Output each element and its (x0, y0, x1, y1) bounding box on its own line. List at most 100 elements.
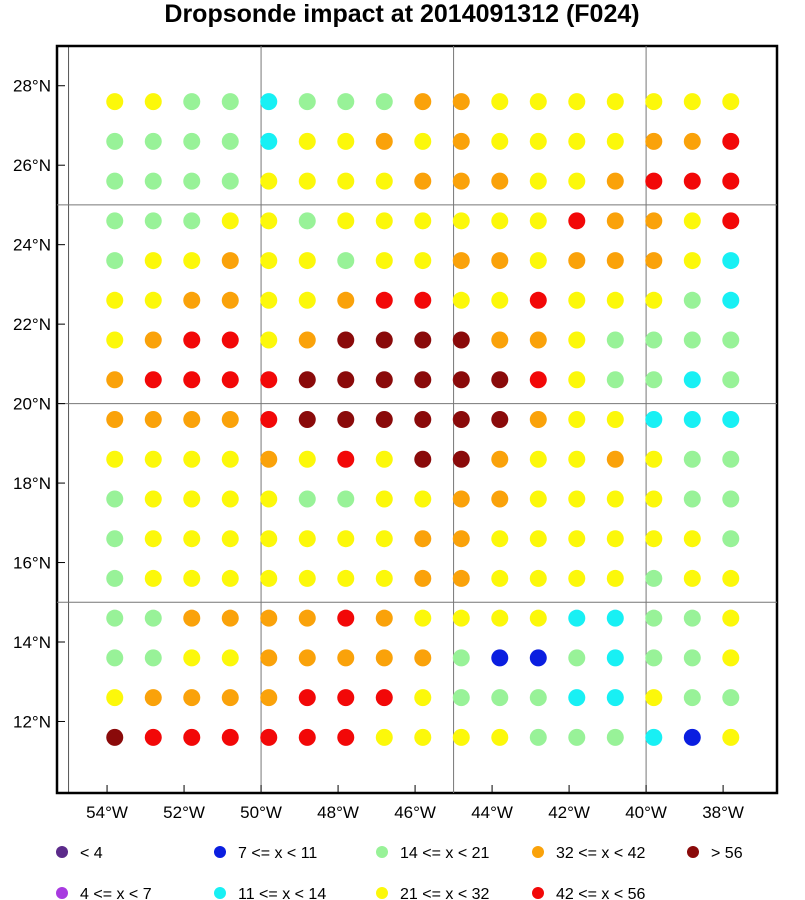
impact-point (183, 569, 201, 587)
impact-point (144, 132, 162, 150)
impact-point (722, 569, 740, 587)
impact-point (144, 490, 162, 508)
impact-point (375, 172, 393, 190)
impact-points (106, 93, 740, 746)
impact-point (221, 490, 239, 508)
impact-point (683, 132, 701, 150)
impact-point (452, 411, 470, 428)
impact-point (491, 93, 509, 111)
legend-swatch (376, 887, 388, 899)
impact-point (414, 689, 432, 707)
impact-point (144, 450, 162, 468)
impact-point (683, 172, 701, 190)
impact-point (375, 689, 393, 707)
legend-swatch (532, 887, 544, 899)
impact-point (683, 728, 701, 746)
impact-point (452, 252, 470, 270)
legend-label: 4 <= x < 7 (80, 886, 152, 900)
impact-point (452, 450, 470, 468)
y-tick-label: 28°N (13, 77, 51, 96)
legend-swatch (56, 846, 68, 858)
impact-point (183, 212, 201, 230)
impact-point (529, 411, 547, 428)
x-tick-label: 44°W (471, 803, 513, 822)
impact-point (606, 132, 624, 150)
impact-point (452, 649, 470, 667)
impact-point (298, 450, 316, 468)
impact-point (683, 609, 701, 627)
impact-point (144, 728, 162, 746)
impact-point (337, 569, 355, 587)
legend-label: < 4 (80, 845, 103, 862)
impact-point (414, 331, 432, 349)
impact-point (144, 411, 162, 428)
impact-point (144, 689, 162, 707)
legend: < 4 4 <= x < 7 7 <= x < 11 11 <= x < 14 14 <… (56, 845, 743, 900)
impact-point (491, 609, 509, 627)
impact-point (106, 252, 124, 270)
impact-point (106, 411, 124, 428)
impact-point (722, 291, 740, 309)
impact-point (106, 132, 124, 150)
impact-point (683, 689, 701, 707)
x-axis-ticks: 54°W 52°W 50°W 48°W 46°W 44°W 42°W 40°W 38°W (86, 785, 744, 822)
impact-point (606, 649, 624, 667)
impact-point (491, 530, 509, 548)
impact-point (414, 569, 432, 587)
impact-point (144, 371, 162, 389)
impact-point (491, 331, 509, 349)
legend-label: 11 <= x < 14 (238, 886, 326, 900)
impact-point (183, 252, 201, 270)
impact-point (452, 371, 470, 389)
impact-point (298, 252, 316, 270)
impact-point (183, 331, 201, 349)
impact-point (298, 728, 316, 746)
impact-point (337, 649, 355, 667)
impact-point (452, 530, 470, 548)
impact-point (298, 411, 316, 428)
impact-point (568, 291, 586, 309)
impact-point (144, 252, 162, 270)
impact-point (645, 331, 663, 349)
impact-point (298, 172, 316, 190)
impact-point (529, 212, 547, 230)
impact-point (529, 728, 547, 746)
impact-point (337, 530, 355, 548)
impact-point (452, 490, 470, 508)
impact-point (645, 291, 663, 309)
impact-point (529, 252, 547, 270)
impact-point (183, 649, 201, 667)
impact-point (645, 530, 663, 548)
impact-point (260, 132, 278, 150)
impact-point (722, 609, 740, 627)
impact-point (221, 689, 239, 707)
impact-point (645, 371, 663, 389)
impact-point (491, 569, 509, 587)
impact-point (645, 569, 663, 587)
impact-point (452, 689, 470, 707)
impact-point (221, 609, 239, 627)
impact-point (606, 291, 624, 309)
impact-point (606, 530, 624, 548)
impact-point (722, 252, 740, 270)
impact-point (683, 371, 701, 389)
impact-point (683, 93, 701, 111)
impact-point (414, 411, 432, 428)
impact-point (529, 291, 547, 309)
impact-point (606, 689, 624, 707)
legend-label: 21 <= x < 32 (400, 886, 490, 900)
impact-point (606, 490, 624, 508)
impact-point (298, 530, 316, 548)
impact-point (337, 490, 355, 508)
impact-point (645, 132, 663, 150)
impact-point (645, 689, 663, 707)
x-tick-label: 54°W (86, 803, 128, 822)
impact-point (106, 331, 124, 349)
impact-point (414, 172, 432, 190)
impact-point (337, 609, 355, 627)
x-tick-label: 52°W (163, 803, 205, 822)
impact-point (183, 450, 201, 468)
impact-point (260, 411, 278, 428)
legend-swatch (376, 846, 388, 858)
